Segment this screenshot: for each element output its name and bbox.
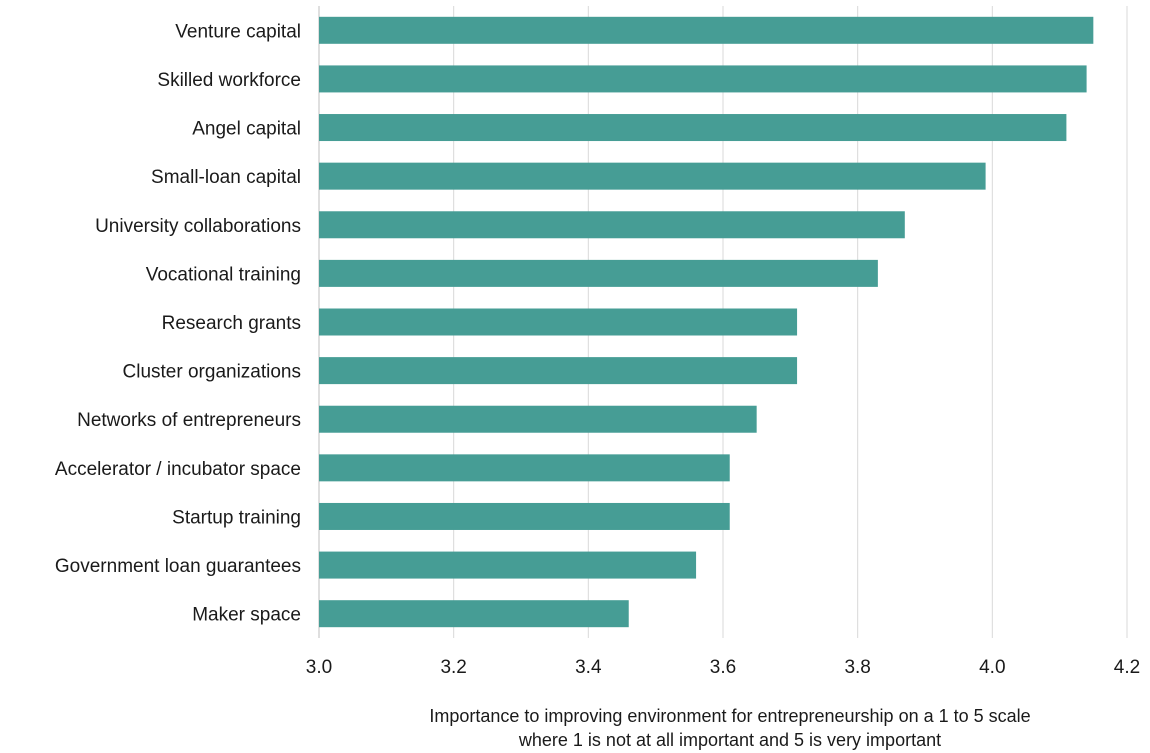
bar [319, 405, 757, 433]
x-tick-label: 3.6 [710, 657, 736, 678]
category-labels: Venture capital Skilled workforce Angel ca… [55, 21, 301, 625]
category-label: Skilled workforce [157, 70, 301, 91]
bar [319, 357, 798, 385]
category-label: Small-loan capital [151, 167, 301, 188]
x-tick-label: 3.2 [440, 657, 466, 678]
bar [319, 600, 629, 628]
category-label: Research grants [162, 313, 301, 334]
bar [319, 502, 730, 530]
x-tick-label: 4.0 [979, 657, 1005, 678]
category-label: Angel capital [192, 119, 301, 140]
category-label: Maker space [192, 605, 301, 626]
x-tick-label: 3.0 [306, 657, 332, 678]
category-label: Vocational training [146, 264, 301, 285]
category-label: Accelerator / incubator space [55, 459, 301, 480]
x-axis-title-line1: Importance to improving environment for … [429, 706, 1030, 726]
bar [319, 551, 697, 579]
category-label: Venture capital [175, 21, 301, 42]
category-label: Networks of entrepreneurs [77, 410, 301, 431]
x-tick-label: 3.4 [575, 657, 602, 678]
bar [319, 259, 878, 287]
x-tick-label: 3.8 [844, 657, 870, 678]
bar [319, 211, 905, 239]
x-axis-title-line2: where 1 is not at all important and 5 is… [518, 730, 941, 750]
x-tick-labels: 3.0 3.2 3.4 3.6 3.8 4.0 4.2 [306, 657, 1140, 678]
category-label: Cluster organizations [123, 362, 301, 383]
bar [319, 162, 986, 190]
category-label: University collaborations [95, 216, 301, 237]
bar [319, 65, 1087, 93]
bar [319, 16, 1094, 44]
bar [319, 454, 730, 482]
category-label: Government loan guarantees [55, 556, 301, 577]
category-label: Startup training [172, 507, 301, 528]
bars [319, 16, 1094, 628]
bar [319, 114, 1067, 142]
x-tick-label: 4.2 [1114, 657, 1140, 678]
bar [319, 308, 798, 336]
